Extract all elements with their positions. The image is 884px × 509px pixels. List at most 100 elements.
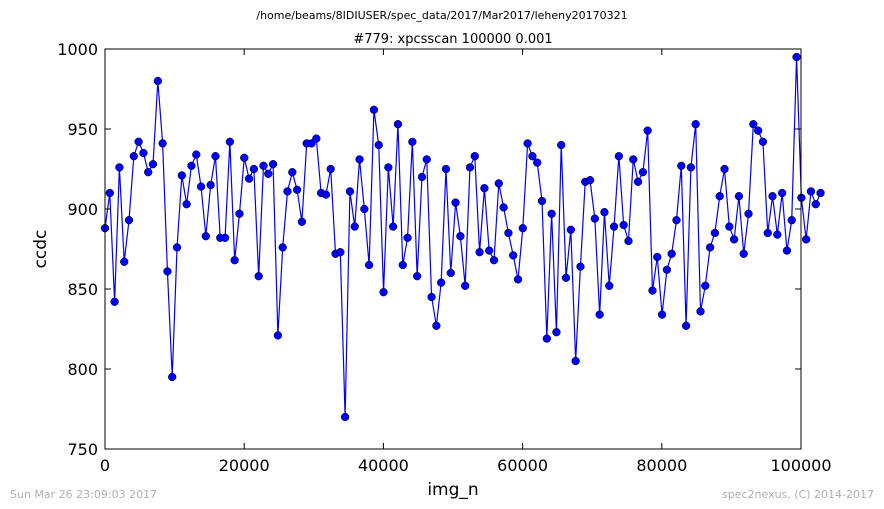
data-point bbox=[158, 139, 167, 148]
data-point bbox=[187, 161, 196, 170]
data-point bbox=[413, 272, 422, 281]
y-tick-label: 900 bbox=[67, 200, 98, 219]
data-point bbox=[321, 190, 331, 199]
data-point bbox=[124, 216, 134, 225]
x-tick-label: 80000 bbox=[636, 456, 687, 475]
data-point bbox=[782, 246, 792, 255]
x-axis-label: img_n bbox=[427, 480, 478, 500]
data-point bbox=[144, 168, 153, 177]
data-point bbox=[561, 273, 571, 282]
data-point bbox=[547, 209, 556, 218]
x-tick-label: 0 bbox=[100, 456, 110, 475]
data-point bbox=[288, 168, 297, 177]
data-point bbox=[273, 331, 283, 340]
data-point bbox=[446, 268, 455, 278]
data-point bbox=[465, 163, 475, 172]
data-point bbox=[134, 137, 143, 146]
data-point bbox=[638, 168, 648, 177]
data-point bbox=[177, 171, 186, 180]
data-point bbox=[384, 163, 393, 172]
footer-credit: spec2nexus, (C) 2014-2017 bbox=[722, 488, 874, 501]
data-point bbox=[600, 208, 609, 217]
data-point bbox=[340, 412, 350, 422]
file-path: /home/beams/8IDIUSER/spec_data/2017/Mar2… bbox=[256, 9, 627, 22]
data-point bbox=[196, 182, 206, 191]
data-point bbox=[513, 275, 523, 284]
data-point bbox=[148, 160, 158, 169]
data-point bbox=[672, 216, 681, 225]
data-point bbox=[720, 164, 729, 174]
data-point bbox=[696, 307, 705, 316]
data-point bbox=[643, 126, 652, 135]
x-tick-label: 60000 bbox=[497, 456, 548, 475]
data-point bbox=[701, 281, 710, 290]
data-point bbox=[566, 225, 575, 234]
data-point bbox=[264, 169, 273, 178]
data-point bbox=[364, 260, 374, 270]
footer-timestamp: Sun Mar 26 23:09:03 2017 bbox=[10, 488, 157, 501]
data-point bbox=[494, 179, 503, 188]
plot-frame bbox=[104, 48, 802, 450]
y-tick-label: 800 bbox=[67, 360, 98, 379]
data-point bbox=[283, 187, 292, 196]
data-point bbox=[139, 148, 148, 158]
data-point bbox=[571, 356, 580, 366]
data-point bbox=[398, 260, 407, 270]
data-point bbox=[360, 204, 369, 214]
data-point bbox=[614, 152, 624, 161]
data-point bbox=[201, 232, 211, 241]
data-point bbox=[734, 192, 744, 201]
data-point bbox=[211, 152, 220, 161]
data-point bbox=[773, 230, 782, 239]
data-point bbox=[768, 192, 777, 201]
data-point bbox=[249, 164, 259, 174]
data-point bbox=[437, 278, 446, 287]
data-point bbox=[115, 163, 124, 172]
data-point bbox=[499, 203, 508, 212]
data-point bbox=[633, 177, 643, 186]
data-point bbox=[648, 286, 657, 295]
data-point bbox=[297, 217, 307, 226]
data-point bbox=[480, 184, 489, 193]
data-point bbox=[657, 310, 667, 319]
data-point bbox=[557, 140, 566, 150]
data-point bbox=[244, 174, 254, 183]
data-point bbox=[542, 334, 551, 343]
data-point bbox=[681, 321, 691, 330]
data-point bbox=[225, 137, 235, 146]
data-point bbox=[816, 188, 825, 198]
data-point bbox=[609, 222, 619, 231]
data-point bbox=[417, 172, 427, 182]
data-point bbox=[461, 281, 470, 290]
y-tick-label: 1000 bbox=[57, 40, 98, 59]
data-point bbox=[408, 137, 417, 146]
data-point bbox=[393, 120, 403, 129]
x-tick-label: 100000 bbox=[770, 456, 831, 475]
data-point bbox=[379, 288, 388, 297]
data-point bbox=[624, 236, 633, 246]
y-axis-label: ccdc bbox=[31, 230, 51, 269]
data-point bbox=[268, 160, 278, 169]
data-point bbox=[336, 248, 345, 257]
data-point bbox=[259, 161, 268, 170]
data-point bbox=[619, 220, 628, 230]
data-point bbox=[153, 76, 162, 86]
data-point bbox=[192, 150, 201, 159]
data-point bbox=[168, 372, 177, 382]
x-tick-label: 40000 bbox=[358, 456, 409, 475]
data-point bbox=[350, 222, 359, 231]
data-point bbox=[403, 233, 412, 242]
y-tick-label: 950 bbox=[67, 120, 98, 139]
data-point bbox=[172, 243, 182, 252]
data-point bbox=[725, 222, 734, 231]
data-point bbox=[278, 243, 287, 252]
data-point bbox=[355, 155, 364, 164]
data-point bbox=[763, 228, 772, 238]
data-point bbox=[105, 188, 114, 198]
data-point bbox=[129, 152, 138, 161]
data-point bbox=[182, 200, 191, 209]
data-point bbox=[552, 328, 561, 337]
data-point bbox=[326, 164, 335, 174]
data-point bbox=[710, 228, 720, 238]
data-point bbox=[595, 310, 604, 319]
